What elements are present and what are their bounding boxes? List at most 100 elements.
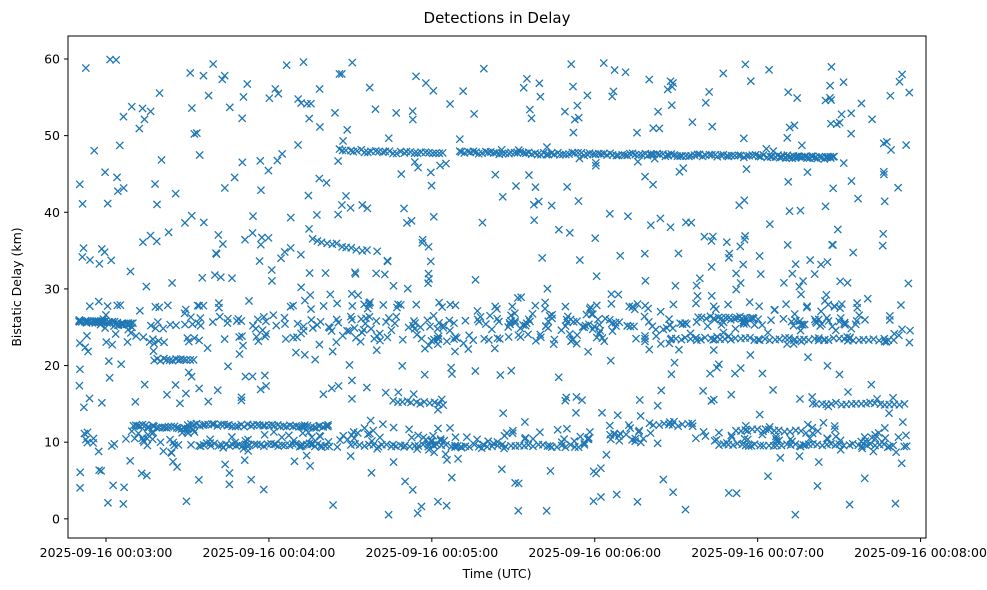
track-marker xyxy=(346,146,355,155)
detection-marker xyxy=(326,290,335,299)
x-tick-label: 2025-09-16 00:08:00 xyxy=(854,545,987,560)
track-marker xyxy=(829,152,839,161)
detection-marker xyxy=(346,203,355,212)
band-marker xyxy=(473,435,482,444)
track-marker xyxy=(231,422,240,431)
track-marker xyxy=(474,442,483,451)
band-marker xyxy=(277,433,286,442)
detection-marker xyxy=(853,194,863,203)
detection-marker xyxy=(230,173,239,182)
detection-marker xyxy=(225,103,234,112)
band-marker xyxy=(633,300,642,309)
detection-marker xyxy=(820,296,829,305)
detection-marker xyxy=(351,269,360,278)
detection-marker xyxy=(742,165,751,174)
y-axis-label: Bistatic Delay (km) xyxy=(9,227,24,346)
detection-marker xyxy=(879,229,888,238)
band-marker xyxy=(156,438,165,447)
detection-marker xyxy=(569,128,578,137)
band-marker xyxy=(495,334,504,343)
detection-marker xyxy=(218,239,227,249)
band-marker xyxy=(874,428,883,437)
track-marker xyxy=(430,398,439,407)
band-marker xyxy=(508,426,517,435)
detection-marker xyxy=(408,107,417,116)
track-marker xyxy=(620,150,629,160)
detection-marker xyxy=(605,209,614,218)
band-marker xyxy=(148,435,157,444)
detection-marker xyxy=(803,353,813,362)
band-marker xyxy=(132,331,141,340)
detection-marker xyxy=(168,457,178,466)
detection-marker xyxy=(363,204,372,213)
band-marker xyxy=(562,315,571,324)
detection-marker xyxy=(882,137,891,147)
track-marker xyxy=(570,149,579,158)
band-marker xyxy=(606,435,615,444)
band-marker xyxy=(438,302,447,312)
detection-marker xyxy=(394,388,403,397)
band-marker xyxy=(313,320,322,330)
detection-marker xyxy=(490,344,499,353)
band-marker xyxy=(600,337,609,346)
y-tick-label: 50 xyxy=(44,128,60,143)
detection-marker xyxy=(256,385,265,394)
detection-marker xyxy=(256,186,266,195)
detection-marker xyxy=(315,122,324,132)
detection-marker xyxy=(371,105,380,114)
band-marker xyxy=(665,320,674,329)
detection-marker xyxy=(681,505,690,514)
band-marker xyxy=(779,314,788,323)
track-marker xyxy=(474,149,483,158)
detection-marker xyxy=(112,55,121,64)
band-marker xyxy=(163,301,172,310)
band-marker xyxy=(758,320,767,330)
band-marker xyxy=(174,440,183,449)
detection-marker xyxy=(886,145,896,155)
band-marker xyxy=(427,436,436,445)
detection-marker xyxy=(278,149,287,158)
detection-marker xyxy=(785,123,794,132)
detection-marker xyxy=(589,497,598,506)
detection-marker xyxy=(845,500,854,509)
detection-marker xyxy=(517,293,526,302)
band-marker xyxy=(740,434,749,443)
track-marker xyxy=(634,150,644,160)
detection-marker xyxy=(823,258,832,267)
band-marker xyxy=(653,439,662,448)
detection-marker xyxy=(833,225,842,234)
detection-marker xyxy=(453,454,463,463)
detection-marker xyxy=(240,235,250,244)
band-marker xyxy=(429,311,438,320)
detection-marker xyxy=(522,74,531,83)
detection-marker xyxy=(885,311,894,320)
track-marker xyxy=(414,441,423,450)
detection-marker xyxy=(81,343,90,352)
band-marker xyxy=(398,335,407,344)
x-tick-label: 2025-09-16 00:05:00 xyxy=(365,545,498,560)
detection-marker xyxy=(459,87,468,96)
detection-marker xyxy=(570,115,579,124)
detection-marker xyxy=(904,279,913,288)
band-marker xyxy=(830,421,839,431)
band-marker xyxy=(126,328,135,337)
detection-marker xyxy=(640,172,650,181)
track-marker xyxy=(308,234,317,243)
band-marker xyxy=(592,333,601,342)
detection-marker xyxy=(109,481,118,490)
track-marker xyxy=(573,148,583,157)
detection-marker xyxy=(636,411,645,420)
detection-marker xyxy=(225,480,234,489)
track-marker xyxy=(165,356,174,365)
detection-marker xyxy=(160,338,169,347)
detection-marker xyxy=(596,464,605,473)
track-marker xyxy=(538,440,547,449)
detection-marker xyxy=(366,416,375,425)
band-marker xyxy=(300,296,309,305)
detection-marker xyxy=(85,302,94,311)
detection-marker xyxy=(75,381,84,390)
detection-marker xyxy=(235,350,244,359)
detection-marker xyxy=(719,328,728,337)
track-marker xyxy=(580,440,589,449)
detection-marker xyxy=(674,345,683,354)
